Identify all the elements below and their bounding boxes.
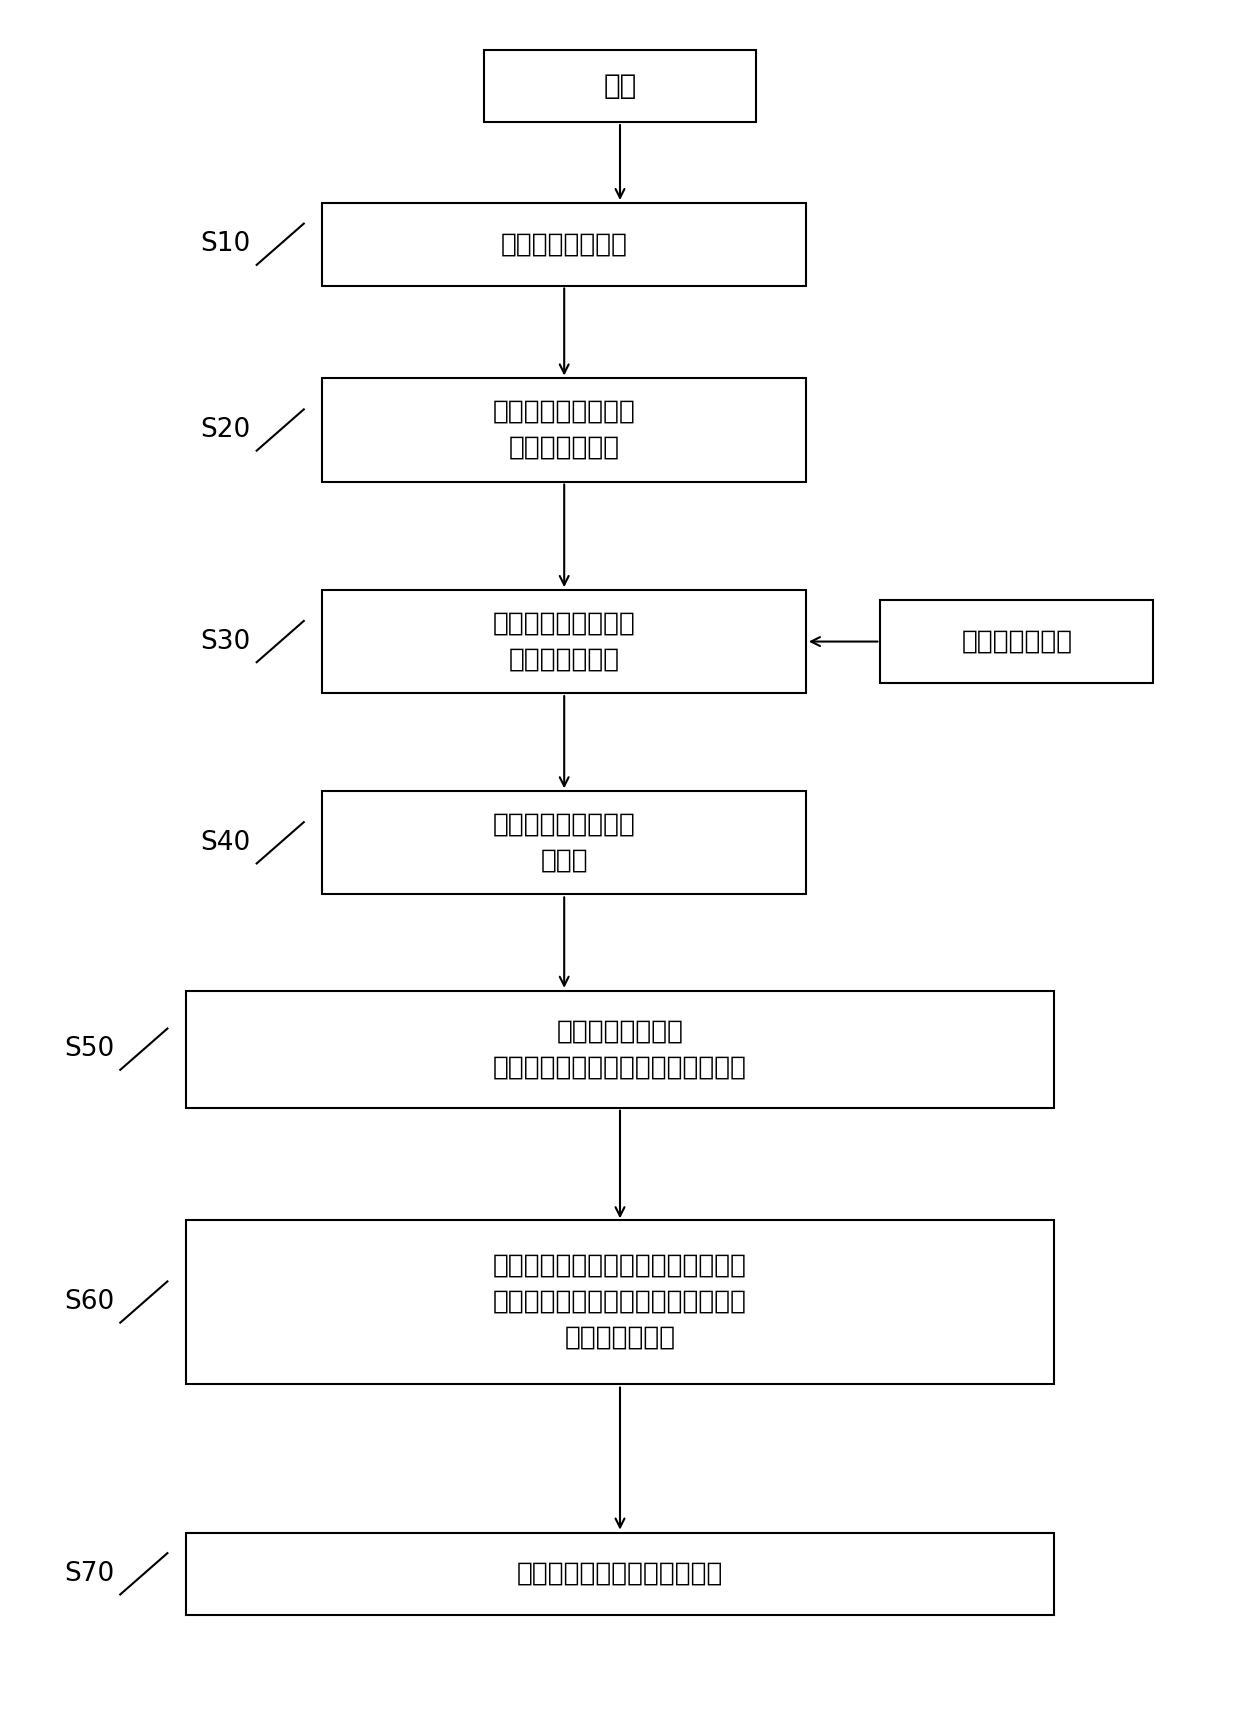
Text: 设计元件数据库: 设计元件数据库 xyxy=(961,628,1073,655)
Text: 统计分类，获取设备
元件的数据信息: 统计分类，获取设备 元件的数据信息 xyxy=(492,399,636,461)
Text: S60: S60 xyxy=(63,1288,114,1316)
Text: 在基础设备上进行三
维布局: 在基础设备上进行三 维布局 xyxy=(492,812,636,874)
Text: S40: S40 xyxy=(200,829,250,857)
Text: S50: S50 xyxy=(63,1035,114,1063)
Text: 从设计元件数据库中
筛选出基础设备: 从设计元件数据库中 筛选出基础设备 xyxy=(492,611,636,673)
FancyBboxPatch shape xyxy=(186,1533,1054,1615)
FancyBboxPatch shape xyxy=(322,378,806,482)
FancyBboxPatch shape xyxy=(186,991,1054,1108)
Text: 更新电气项目图纸的相关报表: 更新电气项目图纸的相关报表 xyxy=(517,1560,723,1588)
Text: S20: S20 xyxy=(200,416,250,444)
Text: 计算基础设备上的设备元件及设备元
件接线点的三维坐标数据，并生成三
维坐标数据报表: 计算基础设备上的设备元件及设备元 件接线点的三维坐标数据，并生成三 维坐标数据报… xyxy=(494,1254,746,1350)
FancyBboxPatch shape xyxy=(484,50,756,122)
Text: S70: S70 xyxy=(63,1560,114,1588)
FancyBboxPatch shape xyxy=(186,1221,1054,1383)
Text: 选择电气项目图纸: 选择电气项目图纸 xyxy=(501,230,627,258)
Text: S30: S30 xyxy=(200,628,250,655)
Text: 开始: 开始 xyxy=(604,72,636,100)
FancyBboxPatch shape xyxy=(322,791,806,894)
FancyBboxPatch shape xyxy=(322,590,806,693)
Text: S10: S10 xyxy=(200,230,250,258)
Text: 生成电缆布线图，
计算电缆的长度，生成电缆数据报表: 生成电缆布线图， 计算电缆的长度，生成电缆数据报表 xyxy=(494,1018,746,1080)
FancyBboxPatch shape xyxy=(322,203,806,286)
FancyBboxPatch shape xyxy=(880,600,1153,683)
